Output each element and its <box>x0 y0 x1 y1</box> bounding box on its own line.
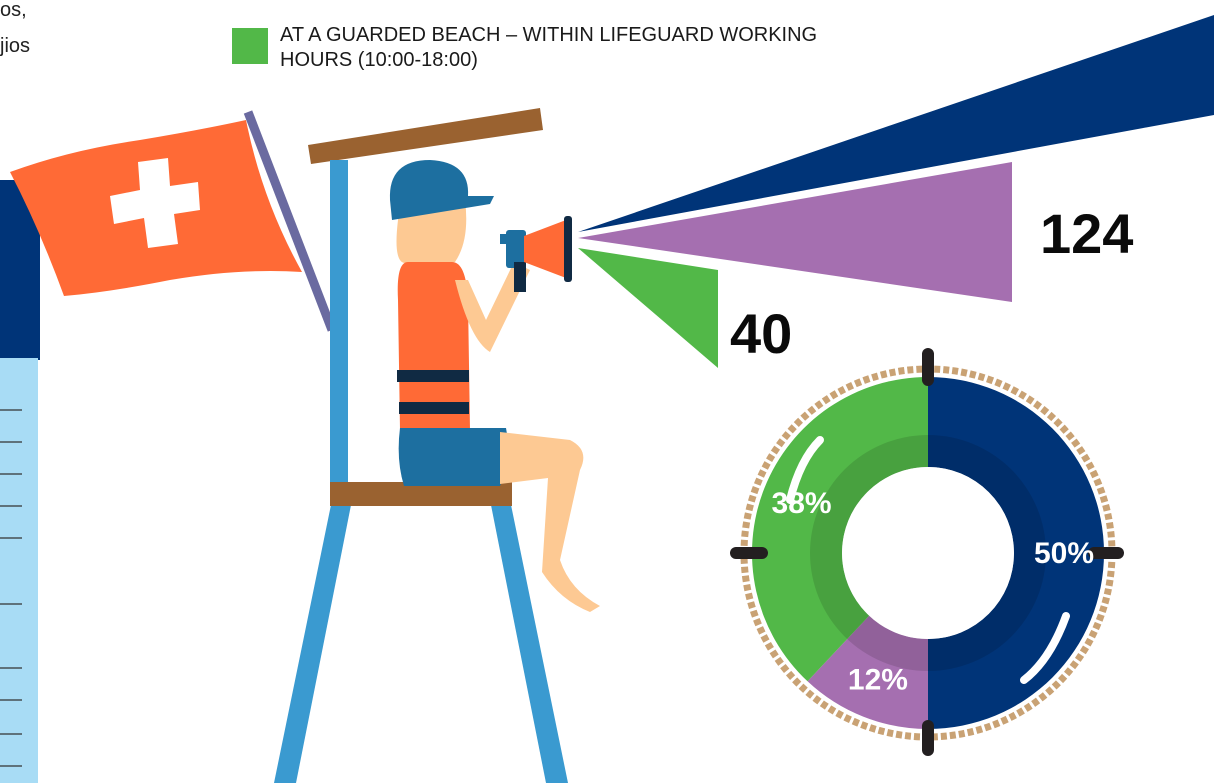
beam <box>578 162 1012 302</box>
donut-highlight <box>1020 612 1070 684</box>
legend-label: HOURS (10:00-18:00) <box>280 49 478 71</box>
megaphone <box>500 216 572 292</box>
side-panel <box>0 180 40 783</box>
intro-text: os, <box>0 0 27 21</box>
beam <box>578 248 718 368</box>
donut-value-label: 50% <box>1034 537 1094 570</box>
lifeguard-chair <box>274 108 568 783</box>
beam-value-label: 124 <box>1040 202 1133 265</box>
lifeguard <box>389 160 600 612</box>
intro-text: jios <box>0 35 30 57</box>
donut-slice <box>807 615 928 729</box>
donut-hole <box>842 467 1014 639</box>
legend-swatch <box>232 28 268 64</box>
beam-decor <box>578 15 1214 232</box>
beam-value-label: 40 <box>730 302 792 365</box>
donut-slice <box>928 377 1104 729</box>
donut-highlight <box>786 436 824 504</box>
legend-label: AT A GUARDED BEACH – WITHIN LIFEGUARD WO… <box>280 24 817 46</box>
donut-slice <box>752 377 928 682</box>
donut-value-label: 12% <box>848 663 908 696</box>
ring-straps <box>730 348 1124 756</box>
flag <box>10 110 337 332</box>
donut-value-label: 38% <box>772 487 832 520</box>
